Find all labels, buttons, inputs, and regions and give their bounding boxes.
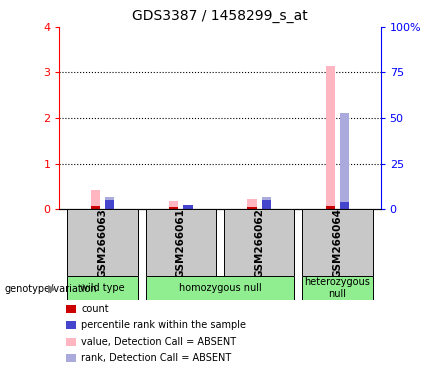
Text: heterozygous
null: heterozygous null	[304, 277, 370, 299]
Bar	[105, 200, 114, 209]
Bar	[146, 209, 216, 276]
Bar	[326, 66, 335, 209]
Bar	[67, 276, 138, 300]
Bar	[105, 197, 114, 209]
Text: value, Detection Call = ABSENT: value, Detection Call = ABSENT	[81, 337, 237, 347]
Bar	[326, 206, 335, 209]
Text: rank, Detection Call = ABSENT: rank, Detection Call = ABSENT	[81, 353, 231, 363]
Bar	[261, 200, 271, 209]
Text: count: count	[81, 304, 109, 314]
Bar	[146, 276, 294, 300]
Text: ▶: ▶	[48, 284, 56, 294]
Bar	[169, 201, 179, 209]
Bar	[183, 205, 193, 209]
Bar	[340, 202, 349, 209]
Text: wild type: wild type	[80, 283, 125, 293]
Title: GDS3387 / 1458299_s_at: GDS3387 / 1458299_s_at	[132, 9, 308, 23]
Bar	[91, 190, 100, 209]
Bar	[302, 276, 373, 300]
Bar	[261, 197, 271, 209]
Bar	[91, 206, 100, 209]
Bar	[302, 209, 373, 276]
Text: GSM266063: GSM266063	[98, 208, 107, 278]
Text: GSM266061: GSM266061	[176, 208, 186, 278]
Bar	[183, 205, 193, 209]
Bar	[247, 207, 257, 209]
Text: GSM266062: GSM266062	[254, 208, 264, 278]
Bar	[67, 209, 138, 276]
Text: homozygous null: homozygous null	[179, 283, 261, 293]
Bar	[169, 207, 179, 209]
Bar	[340, 113, 349, 209]
Text: GSM266064: GSM266064	[333, 208, 342, 278]
Text: percentile rank within the sample: percentile rank within the sample	[81, 320, 246, 330]
Text: genotype/variation: genotype/variation	[4, 284, 97, 294]
Bar	[247, 199, 257, 209]
Bar	[224, 209, 294, 276]
